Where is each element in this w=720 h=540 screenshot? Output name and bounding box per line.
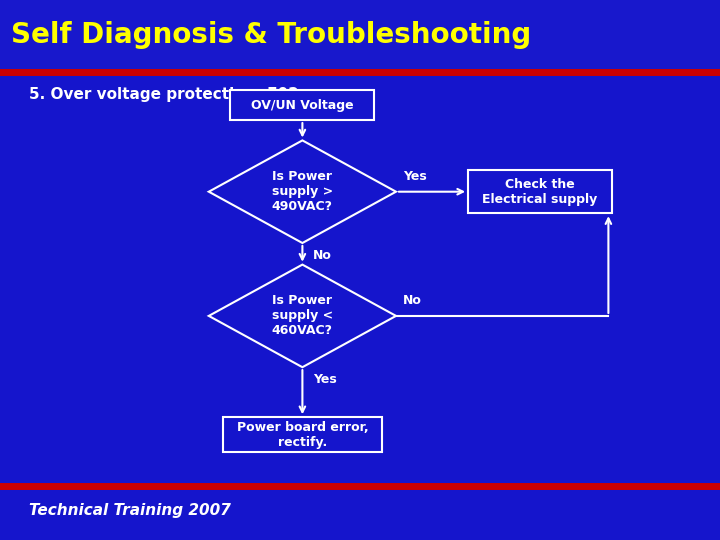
Text: 5. Over voltage protection -E02: 5. Over voltage protection -E02 <box>29 87 299 102</box>
Text: Check the
Electrical supply: Check the Electrical supply <box>482 178 598 206</box>
Text: Yes: Yes <box>313 373 337 387</box>
Text: No: No <box>313 249 332 262</box>
Text: Is Power
supply <
460VAC?: Is Power supply < 460VAC? <box>272 294 333 338</box>
Text: Power board error,
rectify.: Power board error, rectify. <box>237 421 368 449</box>
Text: Self Diagnosis & Troubleshooting: Self Diagnosis & Troubleshooting <box>11 21 531 49</box>
Text: Technical Training 2007: Technical Training 2007 <box>29 503 230 518</box>
Bar <box>223 417 382 453</box>
Text: Yes: Yes <box>403 170 427 183</box>
Text: OV/UN Voltage: OV/UN Voltage <box>251 99 354 112</box>
Text: No: No <box>403 294 422 307</box>
Bar <box>0 0 720 70</box>
Text: Is Power
supply >
490VAC?: Is Power supply > 490VAC? <box>272 170 333 213</box>
Bar <box>230 90 374 120</box>
Polygon shape <box>209 265 396 367</box>
Polygon shape <box>209 140 396 243</box>
Bar <box>468 170 612 213</box>
